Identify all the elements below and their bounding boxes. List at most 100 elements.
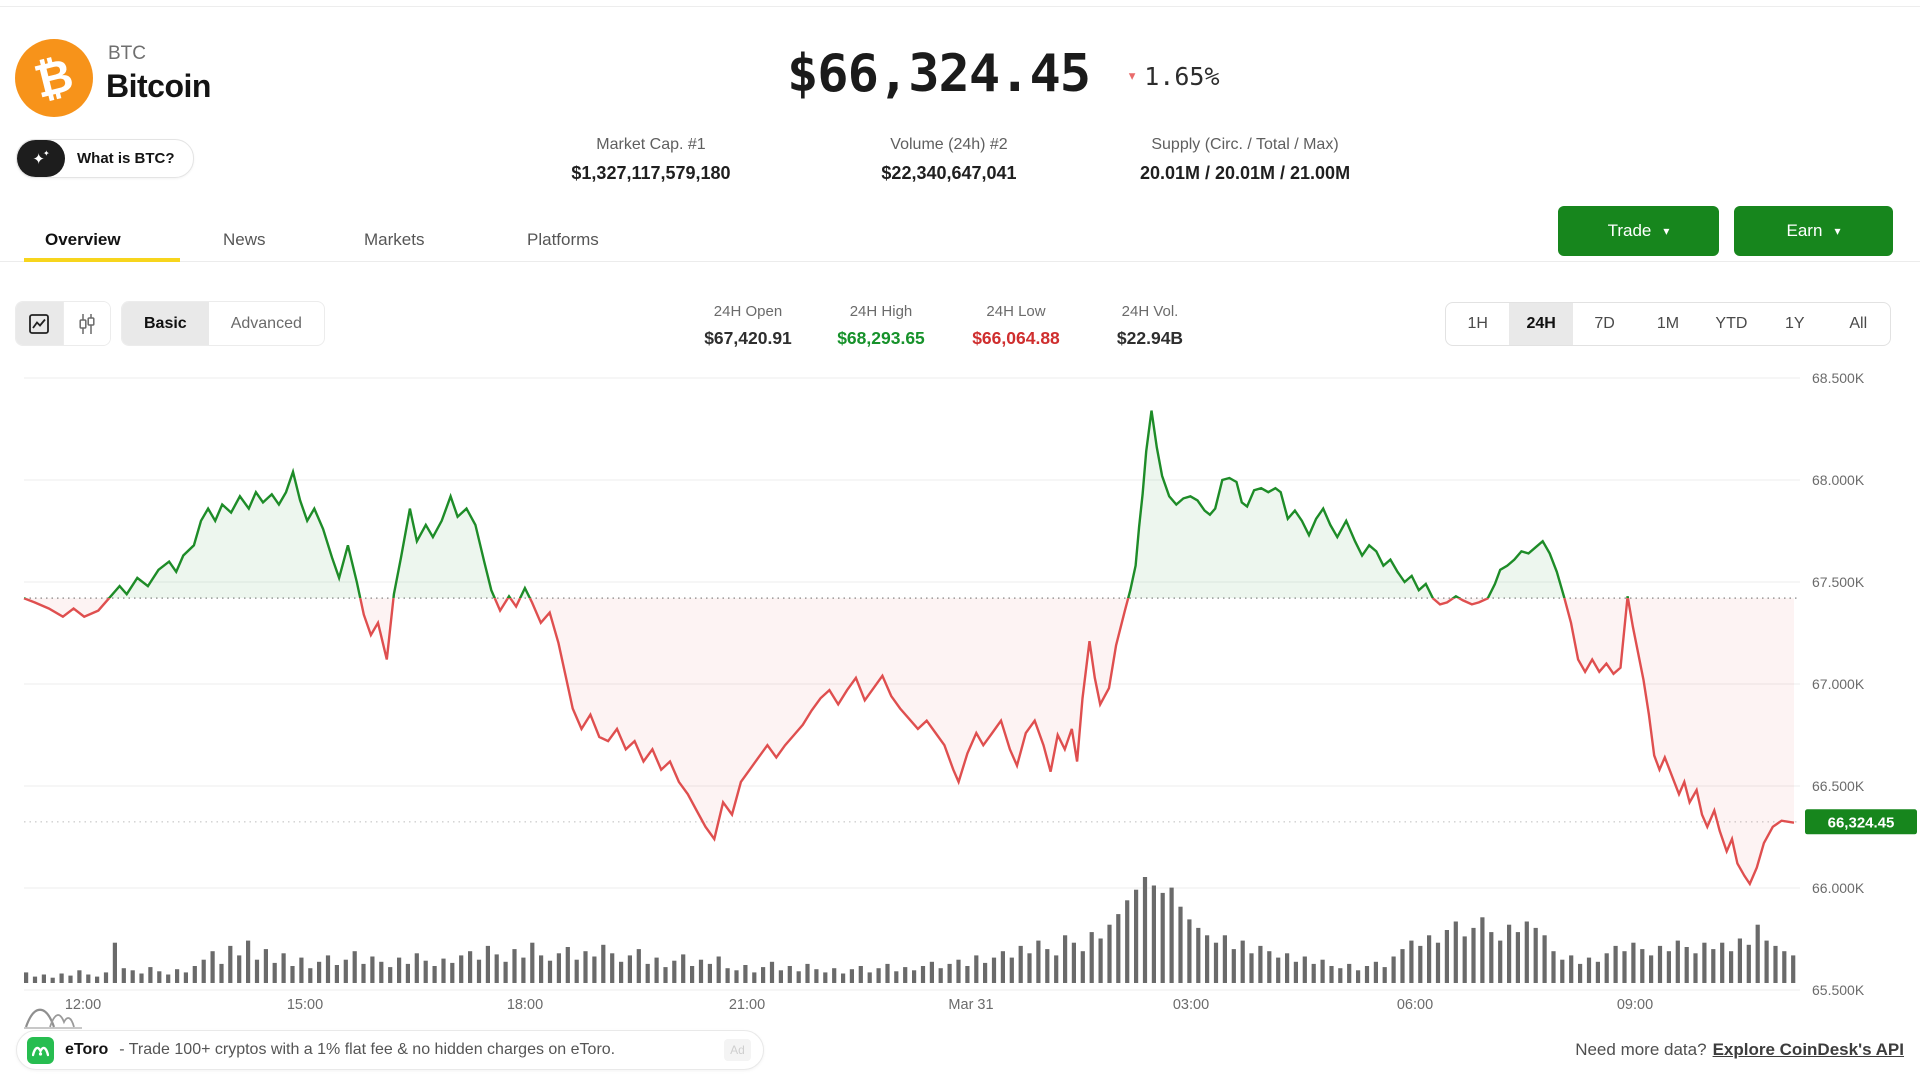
candlestick-chart-icon[interactable]: [62, 302, 110, 345]
x-axis-label: 21:00: [729, 997, 765, 1013]
volume-bar: [1107, 924, 1112, 983]
range-1h[interactable]: 1H: [1467, 315, 1488, 332]
range-1m[interactable]: 1M: [1656, 315, 1680, 332]
range-7d[interactable]: 7D: [1594, 315, 1615, 332]
volume-bar: [388, 967, 393, 983]
what-is-btc-button[interactable]: ✦ ✦ What is BTC?: [16, 139, 194, 178]
stat-24h-high: 24H High $68,293.65: [837, 303, 925, 348]
coin-symbol: BTC: [108, 43, 146, 64]
earn-button[interactable]: Earn ▾: [1734, 206, 1893, 256]
volume-bar: [50, 977, 55, 983]
volume-bar: [1391, 956, 1396, 983]
range-ytd[interactable]: YTD: [1715, 315, 1748, 332]
volume-bar: [139, 973, 144, 983]
tab-platforms[interactable]: Platforms: [527, 230, 599, 249]
volume-bar: [1773, 945, 1778, 983]
tab-markets[interactable]: Markets: [364, 230, 425, 249]
volume-bar: [254, 959, 260, 983]
tabs-divider: [0, 261, 1920, 262]
volume-bar: [201, 959, 206, 983]
tab-overview[interactable]: Overview: [45, 230, 121, 249]
volume-bar: [1595, 961, 1600, 983]
volume-bar: [1160, 892, 1165, 983]
volume-bar: [1542, 935, 1547, 983]
x-axis-label: 09:00: [1617, 997, 1653, 1013]
trade-button[interactable]: Trade ▾: [1558, 206, 1719, 256]
etoro-logo-icon: [27, 1036, 54, 1064]
volume-bar: [1453, 921, 1458, 983]
price-chart[interactable]: 68.500K 68.000K 67.500K 67.000K 66.500K 66.00…: [0, 368, 1920, 1028]
volume-bar: [592, 956, 597, 983]
volume-bar: [912, 970, 917, 983]
volume-bar: [610, 953, 615, 983]
volume-bar: [991, 957, 997, 983]
volume-bar: [103, 972, 109, 983]
volume-bar: [805, 963, 810, 983]
supply-stat: Supply (Circ. / Total / Max) 20.01M / 20…: [1139, 136, 1351, 183]
range-all[interactable]: All: [1849, 315, 1868, 332]
volume-bar: [1027, 953, 1032, 983]
volume-bar: [1293, 961, 1298, 983]
volume-bar: [352, 951, 357, 983]
volume-bar: [24, 972, 29, 983]
volume-bar: [743, 965, 748, 983]
volume-bar: [1480, 917, 1485, 983]
volume-bar: [1737, 938, 1742, 983]
volume-bar: [1302, 956, 1307, 983]
volume-bar: [530, 942, 535, 983]
volume-bar: [1764, 940, 1769, 983]
volume-bar: [698, 959, 704, 983]
volume-bar: [468, 951, 473, 983]
volume-bar: [476, 959, 482, 983]
volume-bar: [1080, 951, 1085, 983]
mode-toggle: Basic Advanced: [121, 301, 325, 346]
volume-bar: [823, 972, 828, 983]
y-axis-label: 66.000K: [1812, 880, 1865, 896]
volume-bar: [1063, 935, 1068, 983]
volume-bar: [219, 963, 224, 983]
volume-bar: [849, 969, 854, 983]
volume-bar: [716, 956, 721, 983]
volume-bar: [1009, 957, 1014, 983]
volume-bar: [1622, 951, 1627, 983]
volume-bar: [841, 973, 846, 983]
volume-bar: [379, 961, 384, 983]
price-line-down: [23, 598, 1795, 887]
volume-bar: [1755, 924, 1760, 983]
volume-bar: [867, 972, 872, 983]
volume-bar: [1276, 957, 1281, 983]
volume-bar: [1320, 959, 1325, 983]
range-1y[interactable]: 1Y: [1785, 315, 1805, 332]
volume-bar: [1054, 955, 1059, 983]
etoro-ad-banner[interactable]: eToro - Trade 100+ cryptos with a 1% fla…: [16, 1030, 764, 1070]
x-axis-label: 15:00: [287, 997, 323, 1013]
volume-bar: [1356, 970, 1361, 983]
volume-bar: [1347, 963, 1352, 983]
volume-bar: [636, 949, 641, 983]
tab-news[interactable]: News: [223, 230, 266, 249]
line-chart-icon[interactable]: [16, 302, 63, 345]
volume-bar: [858, 966, 863, 983]
range-24h[interactable]: 24H: [1509, 303, 1573, 345]
volume-bar: [1045, 949, 1050, 983]
volume-bar: [32, 976, 38, 983]
range-selector: 1H 24H 7D 1M YTD 1Y All: [1445, 302, 1891, 346]
price-chart-canvas[interactable]: 68.500K 68.000K 67.500K 67.000K 66.500K 66.00…: [0, 368, 1920, 1028]
volume-bar: [1515, 932, 1520, 983]
volume-bar: [1071, 942, 1076, 983]
mode-advanced[interactable]: Advanced: [230, 314, 302, 332]
explore-api-link[interactable]: Explore CoinDesk's API: [1712, 1040, 1904, 1059]
volume-bar: [894, 971, 899, 983]
volume-bar: [885, 963, 890, 983]
volume-bar: [1116, 914, 1121, 983]
volume-bar: [175, 969, 180, 983]
x-axis-label: Mar 31: [948, 997, 993, 1013]
volume-bar: [1471, 927, 1476, 983]
volume-bar: [1418, 945, 1423, 983]
mode-basic[interactable]: Basic: [122, 302, 209, 345]
volume-bar: [1586, 957, 1592, 983]
volume-bar: [1435, 942, 1441, 983]
volume-bar: [1507, 924, 1512, 983]
volume-bar: [1578, 963, 1583, 983]
